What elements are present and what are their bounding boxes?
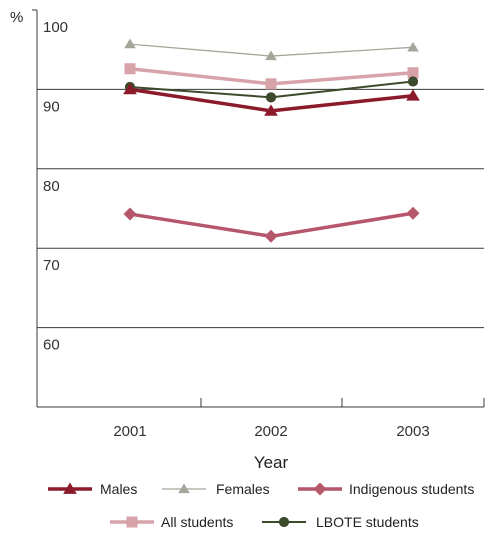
y-tick-label: 60: [43, 337, 60, 354]
y-tick-label: 70: [43, 257, 60, 274]
y-axis-unit-label: %: [10, 9, 23, 26]
series-layer: [123, 38, 420, 243]
legend-label: Indigenous students: [349, 481, 474, 497]
y-tick-label: 100: [43, 19, 68, 36]
x-tick-label: 2002: [254, 423, 287, 440]
series-all-students: [124, 63, 419, 90]
x-axis-title: Year: [254, 453, 289, 472]
legend-item-males: Males: [48, 481, 137, 497]
legend-label: Males: [100, 481, 137, 497]
x-tick-label: 2003: [396, 423, 429, 440]
legend-marker-diamond: [313, 482, 327, 496]
legend-marker-triangle: [178, 483, 190, 494]
legend-marker-square: [126, 516, 138, 528]
data-point-lbote-students: [265, 92, 277, 103]
legend-label: All students: [161, 514, 233, 530]
data-point-all-students: [124, 63, 136, 75]
gridlines: [37, 88, 484, 329]
legend-label: LBOTE students: [316, 514, 419, 530]
legend-item-females: Females: [162, 481, 270, 497]
legend-label: Females: [216, 481, 270, 497]
legend-item-all-students: All students: [110, 514, 233, 530]
legend-marker-triangle: [63, 482, 77, 494]
data-point-females: [407, 41, 419, 52]
data-point-lbote-students: [407, 76, 419, 87]
x-tick-labels: 2001 2002 2003: [113, 423, 429, 440]
legend-item-indigenous-students: Indigenous students: [298, 481, 474, 497]
data-point-indigenous-students: [123, 207, 137, 221]
y-tick-labels: 100 90 80 70 60: [43, 19, 68, 354]
legend-marker-circle: [278, 516, 290, 528]
legend-item-lbote-students: LBOTE students: [262, 514, 419, 530]
data-point-all-students: [407, 67, 419, 79]
x-tick-label: 2001: [113, 423, 146, 440]
series-indigenous-students: [123, 206, 420, 243]
data-point-indigenous-students: [264, 229, 278, 243]
data-point-males: [123, 82, 137, 95]
data-point-females: [265, 50, 277, 61]
data-point-all-students: [265, 78, 277, 90]
data-point-males: [406, 89, 420, 101]
y-tick-label: 80: [43, 178, 60, 195]
data-point-indigenous-students: [406, 206, 420, 220]
legend: Males Females Indigenous students All stude…: [48, 481, 474, 530]
series-males: [123, 82, 420, 116]
axes: [32, 9, 485, 408]
data-point-females: [124, 38, 136, 49]
data-point-males: [264, 104, 278, 116]
y-tick-label: 90: [43, 98, 60, 115]
series-females: [124, 38, 419, 61]
